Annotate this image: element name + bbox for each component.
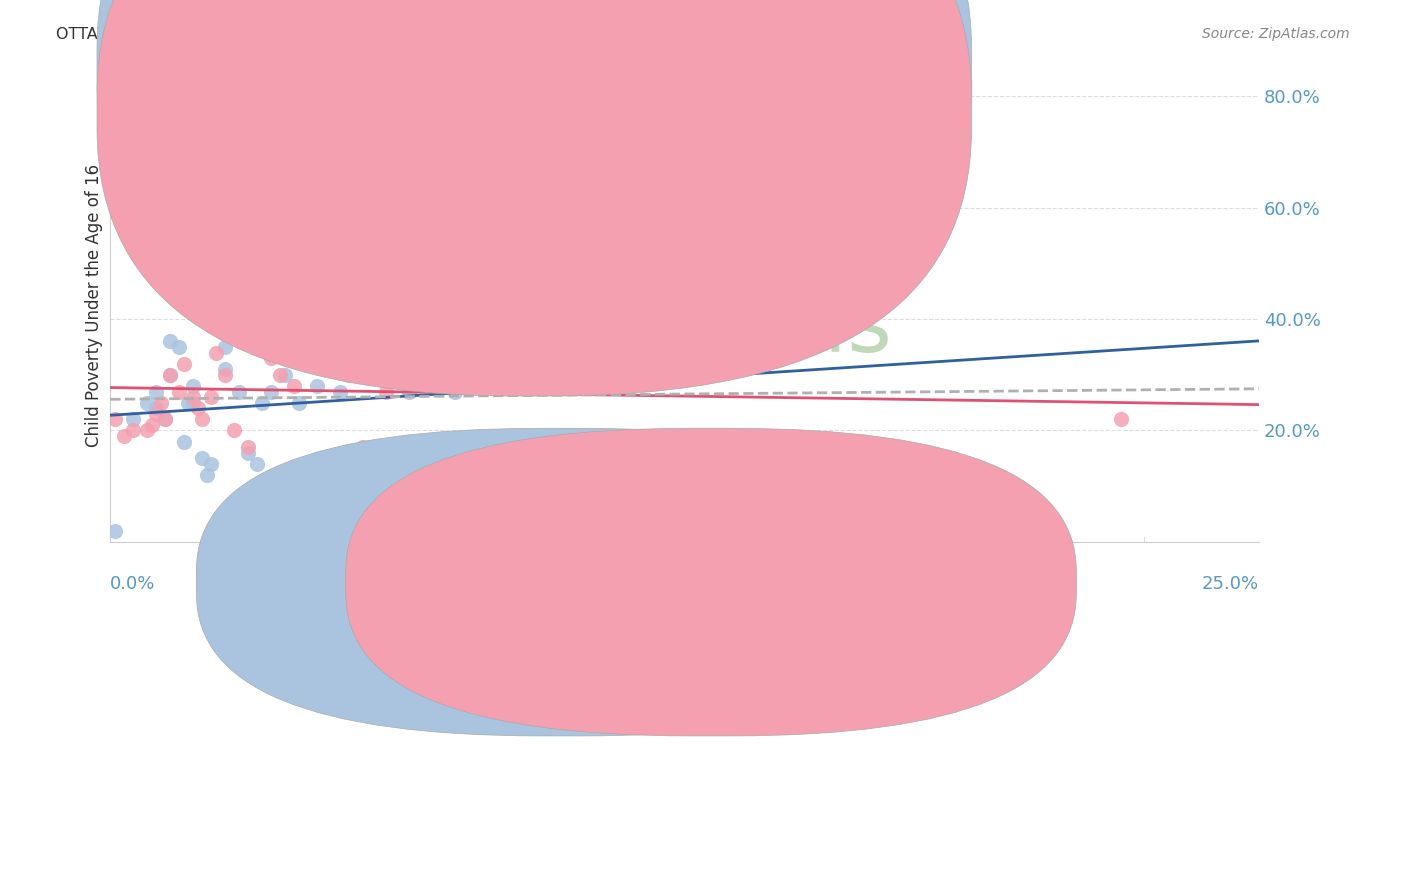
Point [122, 424, 145, 438]
FancyBboxPatch shape [346, 428, 1077, 736]
Point [181, 390, 204, 404]
Point [250, 395, 273, 409]
Point [181, 379, 204, 393]
Point [155, 412, 177, 426]
Point [420, 451, 443, 466]
Point [181, 395, 204, 409]
Point [159, 334, 181, 349]
Point [287, 395, 309, 409]
Point [141, 417, 163, 432]
Point [260, 351, 283, 365]
Text: R =: R = [564, 103, 600, 120]
Point [149, 395, 172, 409]
Point [352, 368, 374, 382]
Point [173, 434, 195, 449]
Text: Source: ZipAtlas.com: Source: ZipAtlas.com [1202, 27, 1350, 41]
Point [136, 424, 159, 438]
Text: 0.148: 0.148 [595, 56, 643, 74]
Point [283, 312, 305, 326]
Point [292, 340, 315, 354]
Point [467, 368, 489, 382]
Point [155, 412, 177, 426]
Point [274, 368, 297, 382]
Point [352, 440, 374, 454]
Point [159, 368, 181, 382]
Point [420, 134, 443, 148]
Point [250, 479, 273, 493]
Point [167, 384, 190, 399]
Point [104, 412, 127, 426]
Point [122, 412, 145, 426]
Text: ZIP: ZIP [527, 287, 685, 370]
Point [145, 407, 167, 421]
Text: N =: N = [641, 56, 689, 74]
Point [214, 368, 236, 382]
Text: 34: 34 [679, 103, 703, 120]
Point [558, 373, 581, 387]
Point [167, 340, 190, 354]
Point [159, 368, 181, 382]
Point [177, 395, 200, 409]
Text: N =: N = [641, 103, 689, 120]
Point [112, 429, 135, 443]
Point [177, 256, 200, 270]
Point [374, 484, 396, 499]
Text: atlas: atlas [685, 287, 893, 370]
Point [127, 189, 149, 203]
Point [513, 368, 536, 382]
Point [228, 384, 250, 399]
Point [444, 384, 467, 399]
Point [236, 446, 259, 460]
Point [305, 379, 328, 393]
Text: 37: 37 [679, 56, 703, 74]
Point [283, 379, 305, 393]
Point [200, 457, 222, 471]
Point [398, 479, 420, 493]
Point [205, 345, 228, 359]
Y-axis label: Child Poverty Under the Age of 16: Child Poverty Under the Age of 16 [86, 163, 103, 447]
Text: Ottawa: Ottawa [599, 574, 659, 591]
Point [145, 401, 167, 416]
Point [224, 424, 246, 438]
Text: OTTAWA VS IMMIGRANTS FROM KENYA CHILD POVERTY UNDER THE AGE OF 16 CORRELATION CH: OTTAWA VS IMMIGRANTS FROM KENYA CHILD PO… [56, 27, 869, 42]
Point [398, 384, 420, 399]
Point [214, 340, 236, 354]
Point [558, 351, 581, 365]
Point [191, 412, 214, 426]
Point [187, 401, 209, 416]
Text: 25.0%: 25.0% [1202, 575, 1258, 593]
Text: 0.158: 0.158 [595, 103, 643, 120]
Point [1109, 412, 1132, 426]
Point [374, 384, 396, 399]
Point [236, 440, 259, 454]
Point [145, 384, 167, 399]
Point [200, 390, 222, 404]
Point [214, 362, 236, 376]
Point [467, 379, 489, 393]
FancyBboxPatch shape [197, 428, 927, 736]
Text: R =: R = [564, 56, 600, 74]
Point [513, 491, 536, 505]
Text: Immigrants from Kenya: Immigrants from Kenya [749, 574, 945, 591]
Point [195, 468, 218, 483]
Point [260, 384, 283, 399]
Point [191, 451, 214, 466]
Point [173, 357, 195, 371]
Text: 0.0%: 0.0% [110, 575, 156, 593]
Point [329, 384, 352, 399]
Point [337, 368, 360, 382]
Point [269, 368, 291, 382]
Point [246, 457, 269, 471]
Point [136, 395, 159, 409]
Point [104, 524, 127, 538]
